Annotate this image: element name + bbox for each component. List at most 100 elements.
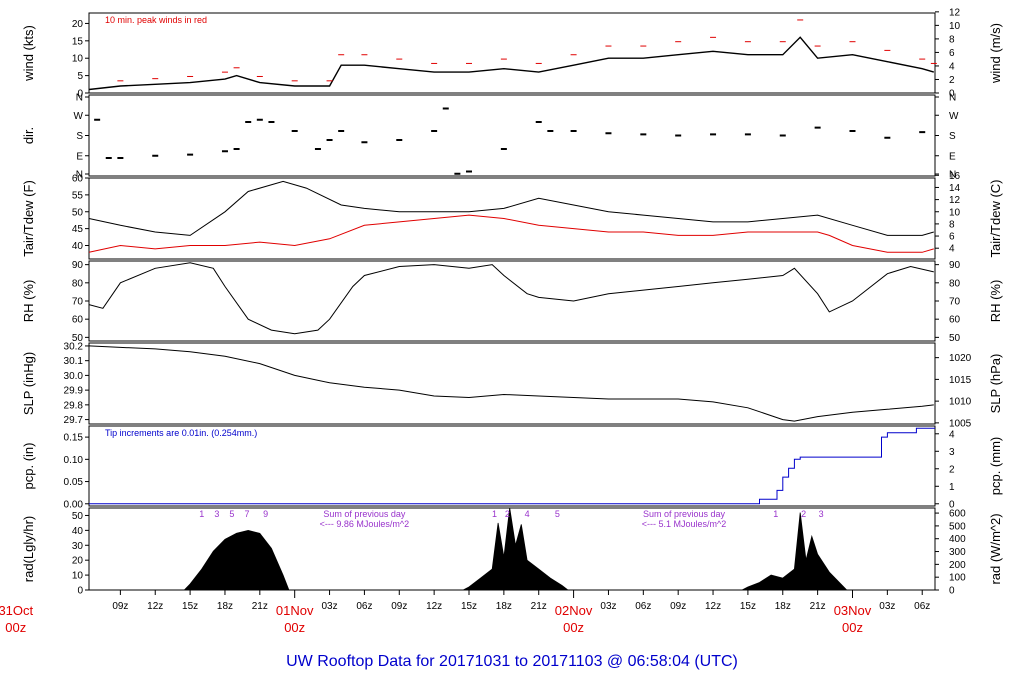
right-tick-label: 2 [949, 464, 955, 475]
dir-point [268, 121, 275, 123]
right-tick-label: 0 [949, 499, 955, 510]
right-tick-label: N [949, 170, 956, 181]
left-tick-label: 45 [72, 224, 84, 235]
right-tick-label: 60 [949, 315, 961, 326]
x-tick-label: 09z [391, 601, 407, 612]
x-tick-label: 06z [356, 601, 372, 612]
left-tick-label: 0 [77, 89, 83, 100]
left-tick-label: 10 [72, 54, 84, 65]
hour-mark: 7 [245, 509, 250, 519]
hour-mark: 9 [263, 509, 268, 519]
left-tick-label: W [74, 111, 84, 122]
left-tick-label: 80 [72, 278, 84, 289]
day-time-label: 00z [5, 620, 26, 635]
panel-annotation: 10 min. peak winds in red [105, 15, 207, 25]
left-tick-label: 30.0 [64, 371, 84, 382]
dir-point [361, 141, 368, 144]
panel-annotation: Tip increments are 0.01in. (0.254mm.) [105, 428, 257, 438]
series-line [88, 262, 934, 335]
dir-point [221, 150, 228, 153]
right-tick-label: 500 [949, 521, 966, 532]
left-tick-label: 30 [72, 541, 84, 552]
series-line [89, 427, 935, 505]
left-tick-label: 29.9 [64, 386, 84, 397]
dir-point [326, 139, 333, 141]
right-tick-label: 16 [949, 171, 961, 182]
right-tick-label: 50 [949, 333, 961, 344]
right-tick-label: 100 [949, 573, 966, 584]
right-tick-label: 70 [949, 297, 961, 308]
x-tick-label: 03z [321, 601, 337, 612]
dir-point [570, 130, 577, 132]
y-axis-label-right: wind (m/s) [988, 23, 1003, 84]
series-line [88, 345, 934, 422]
dir-point [291, 130, 298, 132]
y-axis-label-right: pcp. (mm) [988, 437, 1003, 496]
hour-mark: 1 [199, 509, 204, 519]
x-tick-label: 09z [670, 601, 686, 612]
panel-pcp: 0.00 0.05 0.10 0.15 0 1 2 3 4 pcp. (in) pcp. (mm) T… [21, 425, 1003, 510]
y-axis-label-left: Tair/Tdew (F) [21, 180, 36, 257]
left-tick-label: 29.7 [64, 415, 84, 426]
hour-mark: 1 [773, 509, 778, 519]
left-tick-label: 90 [72, 260, 84, 271]
x-tick-label: 06z [914, 601, 930, 612]
right-tick-label: 0 [949, 586, 955, 597]
radiation-note: <--- 5.1 MJoules/m^2 [642, 519, 727, 529]
right-tick-label: 200 [949, 560, 966, 571]
right-tick-label: 4 [949, 429, 955, 440]
right-tick-label: 1020 [949, 353, 972, 364]
y-axis-label-right: rad (W/m^2) [988, 513, 1003, 584]
x-tick-label: 12z [705, 601, 721, 612]
right-tick-label: 90 [949, 260, 961, 271]
dir-point [500, 148, 507, 150]
hour-mark: 5 [229, 509, 234, 519]
x-tick-label: 12z [147, 601, 163, 612]
left-tick-label: 0.10 [64, 455, 84, 466]
right-tick-label: 2 [949, 75, 955, 86]
radiation-note: Sum of previous day [643, 509, 726, 519]
right-tick-label: E [949, 151, 956, 162]
dir-point [535, 121, 542, 123]
right-tick-label: 10 [949, 207, 961, 218]
dir-point [919, 131, 926, 134]
day-time-label: 00z [842, 620, 863, 635]
x-tick-label: 09z [112, 601, 128, 612]
y-axis-label-right: RH (%) [988, 280, 1003, 323]
right-tick-label: N [949, 93, 956, 104]
x-axis: 09z 12z 15z 18z 21z 03z 06z 09z 12z 15z 18z 21z 03z 0… [0, 590, 930, 635]
left-tick-label: 50 [72, 511, 84, 522]
hour-mark: 3 [819, 509, 824, 519]
hour-mark: 4 [525, 509, 530, 519]
hour-mark: 3 [214, 509, 219, 519]
left-tick-label: 0.05 [64, 477, 84, 488]
y-axis-label-left: dir. [21, 127, 36, 144]
dir-point [256, 118, 263, 121]
hour-mark: 1 [492, 509, 497, 519]
dir-point [442, 107, 449, 110]
panel-frame [88, 12, 936, 94]
right-tick-label: 3 [949, 447, 955, 458]
left-tick-label: 0.00 [64, 499, 84, 510]
panel-frame [88, 425, 936, 507]
left-tick-label: 55 [72, 190, 84, 201]
right-tick-label: 1010 [949, 397, 972, 408]
x-tick-label: 21z [531, 601, 547, 612]
x-tick-label: 18z [217, 601, 233, 612]
panel-rh: 50 60 70 80 90 50 60 70 80 90 RH (%) RH (%) [21, 260, 1003, 344]
x-tick-label: 06z [635, 601, 651, 612]
x-tick-label: 18z [496, 601, 512, 612]
day-label: 31Oct [0, 603, 34, 618]
y-axis-label-left: pcp. (in) [21, 443, 36, 490]
panel-slp: 29.7 29.8 29.9 30.0 30.1 30.2 1005 1010 1015 1020… [21, 341, 1003, 429]
right-tick-label: S [949, 131, 956, 142]
x-tick-label: 15z [740, 601, 756, 612]
left-tick-label: 50 [72, 333, 84, 344]
right-tick-label: 10 [949, 21, 961, 32]
x-tick-label: 18z [775, 601, 791, 612]
right-tick-label: 6 [949, 48, 955, 59]
hour-mark: 5 [555, 509, 560, 519]
dir-point [233, 148, 240, 150]
series-line [88, 214, 934, 253]
